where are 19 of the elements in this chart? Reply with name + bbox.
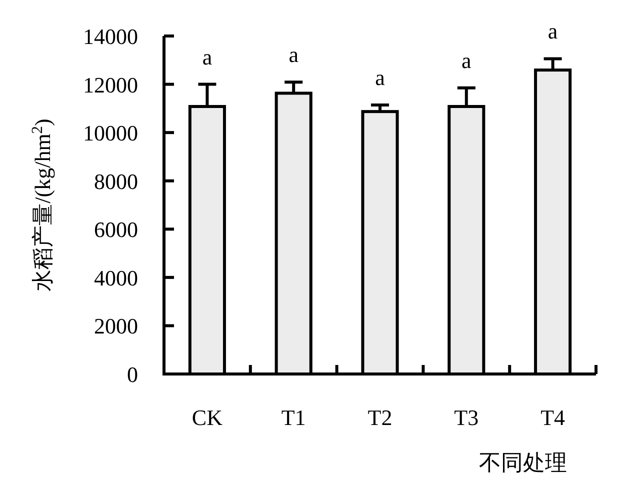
x-axis-title: 不同处理	[479, 450, 567, 475]
y-tick-label: 10000	[83, 120, 138, 146]
x-tick-label: T2	[368, 405, 392, 430]
x-tick-label: T3	[454, 405, 479, 430]
annotation: a	[375, 65, 386, 90]
annotation: a	[462, 48, 472, 73]
y-tick-label: 12000	[83, 72, 138, 97]
y-tick-label: 6000	[94, 216, 138, 242]
y-tick-label: 0	[127, 362, 138, 386]
annotation: a	[202, 44, 212, 70]
y-tick-label: 8000	[94, 168, 138, 194]
y-tick-label: 4000	[94, 264, 138, 290]
x-tick-label: CK	[192, 405, 223, 430]
annotation: a	[288, 42, 299, 68]
x-tick-label: T4	[540, 405, 566, 430]
annotation: a	[548, 18, 558, 44]
y-tick-label: 2000	[94, 313, 138, 338]
x-tick-label: T1	[281, 405, 306, 430]
y-tick-label: 14000	[83, 24, 138, 48]
